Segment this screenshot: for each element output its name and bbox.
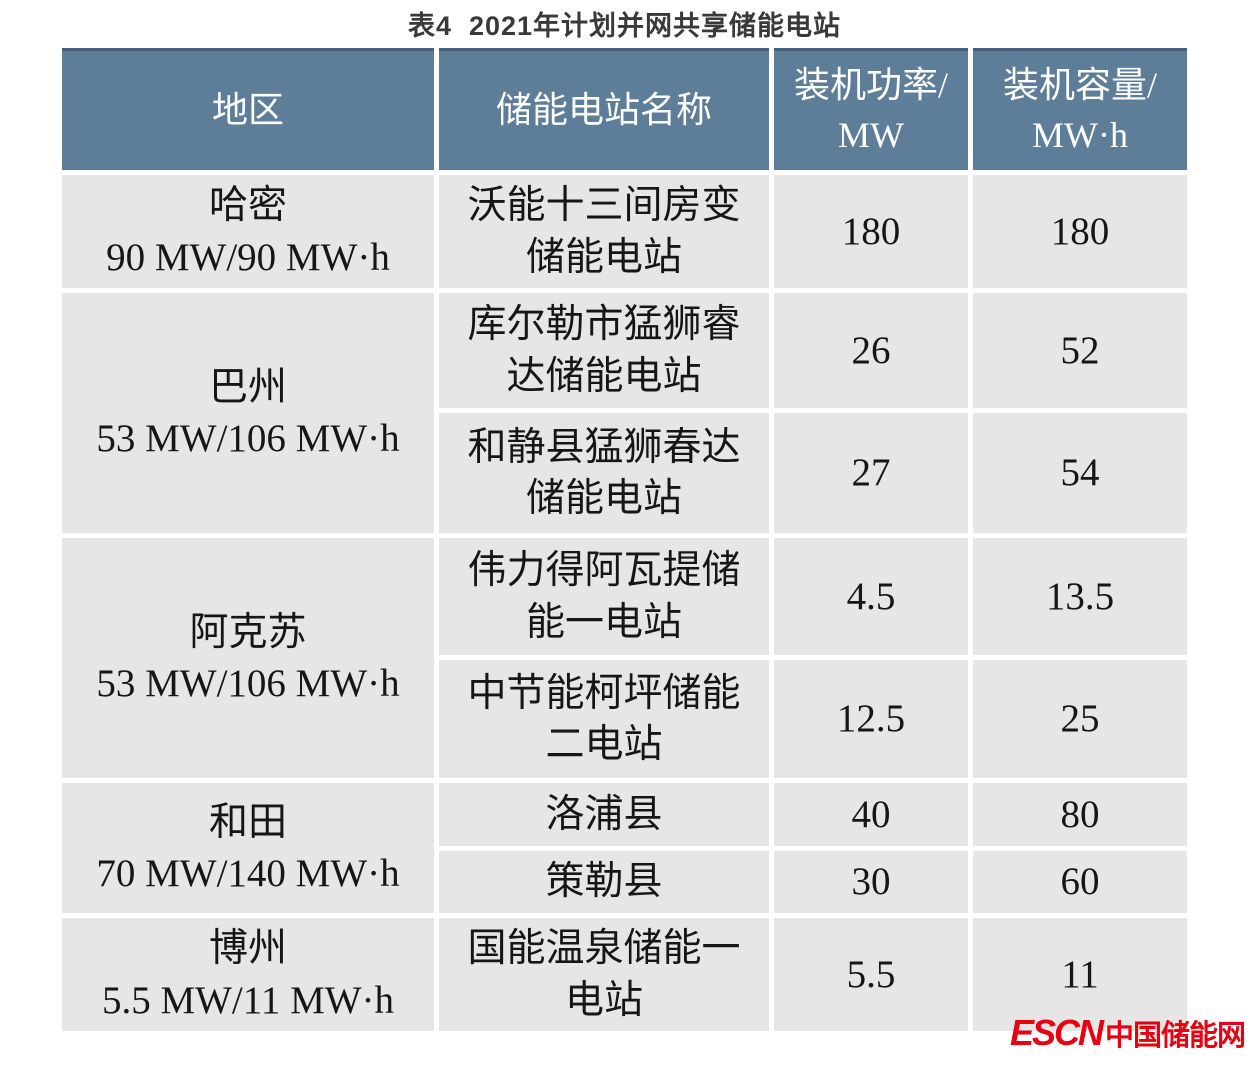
capacity-value: 25 (1060, 697, 1100, 741)
escn-brand-text: ESCN (1010, 1012, 1104, 1053)
header-station: 储能电站名称 (439, 48, 769, 170)
capacity-value: 13.5 (1045, 574, 1115, 618)
header-station-label: 储能电站名称 (495, 89, 712, 130)
capacity-cell: 54 (973, 413, 1187, 533)
station-cell: 洛浦县 (439, 783, 769, 846)
station-name: 和静县猛狮春达储能电站 (467, 425, 741, 520)
power-cell: 5.5 (774, 918, 968, 1031)
capacity-cell: 25 (973, 660, 1187, 778)
capacity-cell: 80 (973, 783, 1187, 846)
region-cell: 哈密 90 MW/90 MW·h (62, 175, 434, 288)
power-value: 27 (851, 451, 891, 495)
capacity-value: 80 (1060, 792, 1100, 836)
region-name: 阿克苏 (189, 610, 307, 654)
region-cell: 阿克苏 53 MW/106 MW·h (62, 538, 434, 778)
capacity-cell: 13.5 (973, 538, 1187, 655)
header-region: 地区 (62, 48, 434, 170)
region-name: 和田 (208, 800, 287, 844)
station-cell: 沃能十三间房变储能电站 (439, 175, 769, 288)
capacity-cell: 11 (973, 918, 1187, 1031)
escn-watermark-logo: ESCN 中国储能网 (1010, 1012, 1246, 1054)
power-value: 4.5 (846, 574, 896, 618)
capacity-cell: 180 (973, 175, 1187, 288)
header-capacity-line2: MW·h (1032, 114, 1128, 155)
station-cell: 库尔勒市猛狮睿达储能电站 (439, 293, 769, 408)
capacity-value: 54 (1060, 451, 1100, 495)
region-spec: 5.5 MW/11 MW·h (101, 978, 395, 1022)
capacity-value: 52 (1060, 328, 1100, 372)
station-cell: 策勒县 (439, 851, 769, 913)
station-name: 策勒县 (545, 860, 663, 904)
station-name: 中节能柯坪储能二电站 (467, 671, 741, 766)
power-cell: 4.5 (774, 538, 968, 655)
region-spec: 90 MW/90 MW·h (106, 235, 390, 279)
table-title: 表4 2021年计划并网共享储能电站 (407, 11, 842, 41)
capacity-value: 180 (1050, 209, 1110, 253)
power-value: 30 (851, 860, 891, 904)
header-region-label: 地区 (211, 89, 284, 130)
power-cell: 26 (774, 293, 968, 408)
region-cell: 和田 70 MW/140 MW·h (62, 783, 434, 913)
region-cell: 巴州 53 MW/106 MW·h (62, 293, 434, 533)
station-name: 洛浦县 (545, 792, 663, 836)
station-name: 伟力得阿瓦提储能一电站 (467, 549, 741, 644)
capacity-value: 11 (1061, 952, 1099, 996)
header-capacity-line1: 装机容量/ (1002, 64, 1157, 105)
header-power-line1: 装机功率/ (793, 64, 948, 105)
power-cell: 27 (774, 413, 968, 533)
station-cell: 伟力得阿瓦提储能一电站 (439, 538, 769, 655)
power-value: 180 (841, 209, 901, 253)
capacity-value: 60 (1060, 860, 1100, 904)
region-cell: 博州 5.5 MW/11 MW·h (62, 918, 434, 1031)
station-cell: 中节能柯坪储能二电站 (439, 660, 769, 778)
station-name: 国能温泉储能一电站 (467, 927, 741, 1022)
region-name: 哈密 (208, 184, 287, 228)
power-value: 5.5 (846, 952, 896, 996)
station-cell: 国能温泉储能一电站 (439, 918, 769, 1031)
power-cell: 180 (774, 175, 968, 288)
power-value: 26 (851, 328, 891, 372)
station-name: 沃能十三间房变储能电站 (467, 184, 741, 279)
station-cell: 和静县猛狮春达储能电站 (439, 413, 769, 533)
capacity-cell: 52 (973, 293, 1187, 408)
region-spec: 53 MW/106 MW·h (96, 417, 400, 460)
header-capacity: 装机容量/ MW·h (973, 48, 1187, 170)
power-value: 12.5 (836, 697, 906, 741)
region-name: 博州 (208, 927, 287, 971)
power-cell: 30 (774, 851, 968, 913)
region-spec: 53 MW/106 MW·h (96, 662, 400, 705)
power-cell: 40 (774, 783, 968, 846)
header-power: 装机功率/ MW (774, 48, 968, 170)
storage-stations-table: 地区 储能电站名称 装机功率/ MW 装机容量/ MW·h 哈密 90 MW/9… (62, 48, 1187, 1031)
power-value: 40 (851, 792, 891, 836)
escn-site-name: 中国储能网 (1105, 1020, 1246, 1052)
capacity-cell: 60 (973, 851, 1187, 913)
power-cell: 12.5 (774, 660, 968, 778)
region-name: 巴州 (208, 365, 287, 409)
region-spec: 70 MW/140 MW·h (96, 852, 400, 895)
header-power-line2: MW (838, 114, 904, 155)
station-name: 库尔勒市猛狮睿达储能电站 (467, 303, 741, 398)
